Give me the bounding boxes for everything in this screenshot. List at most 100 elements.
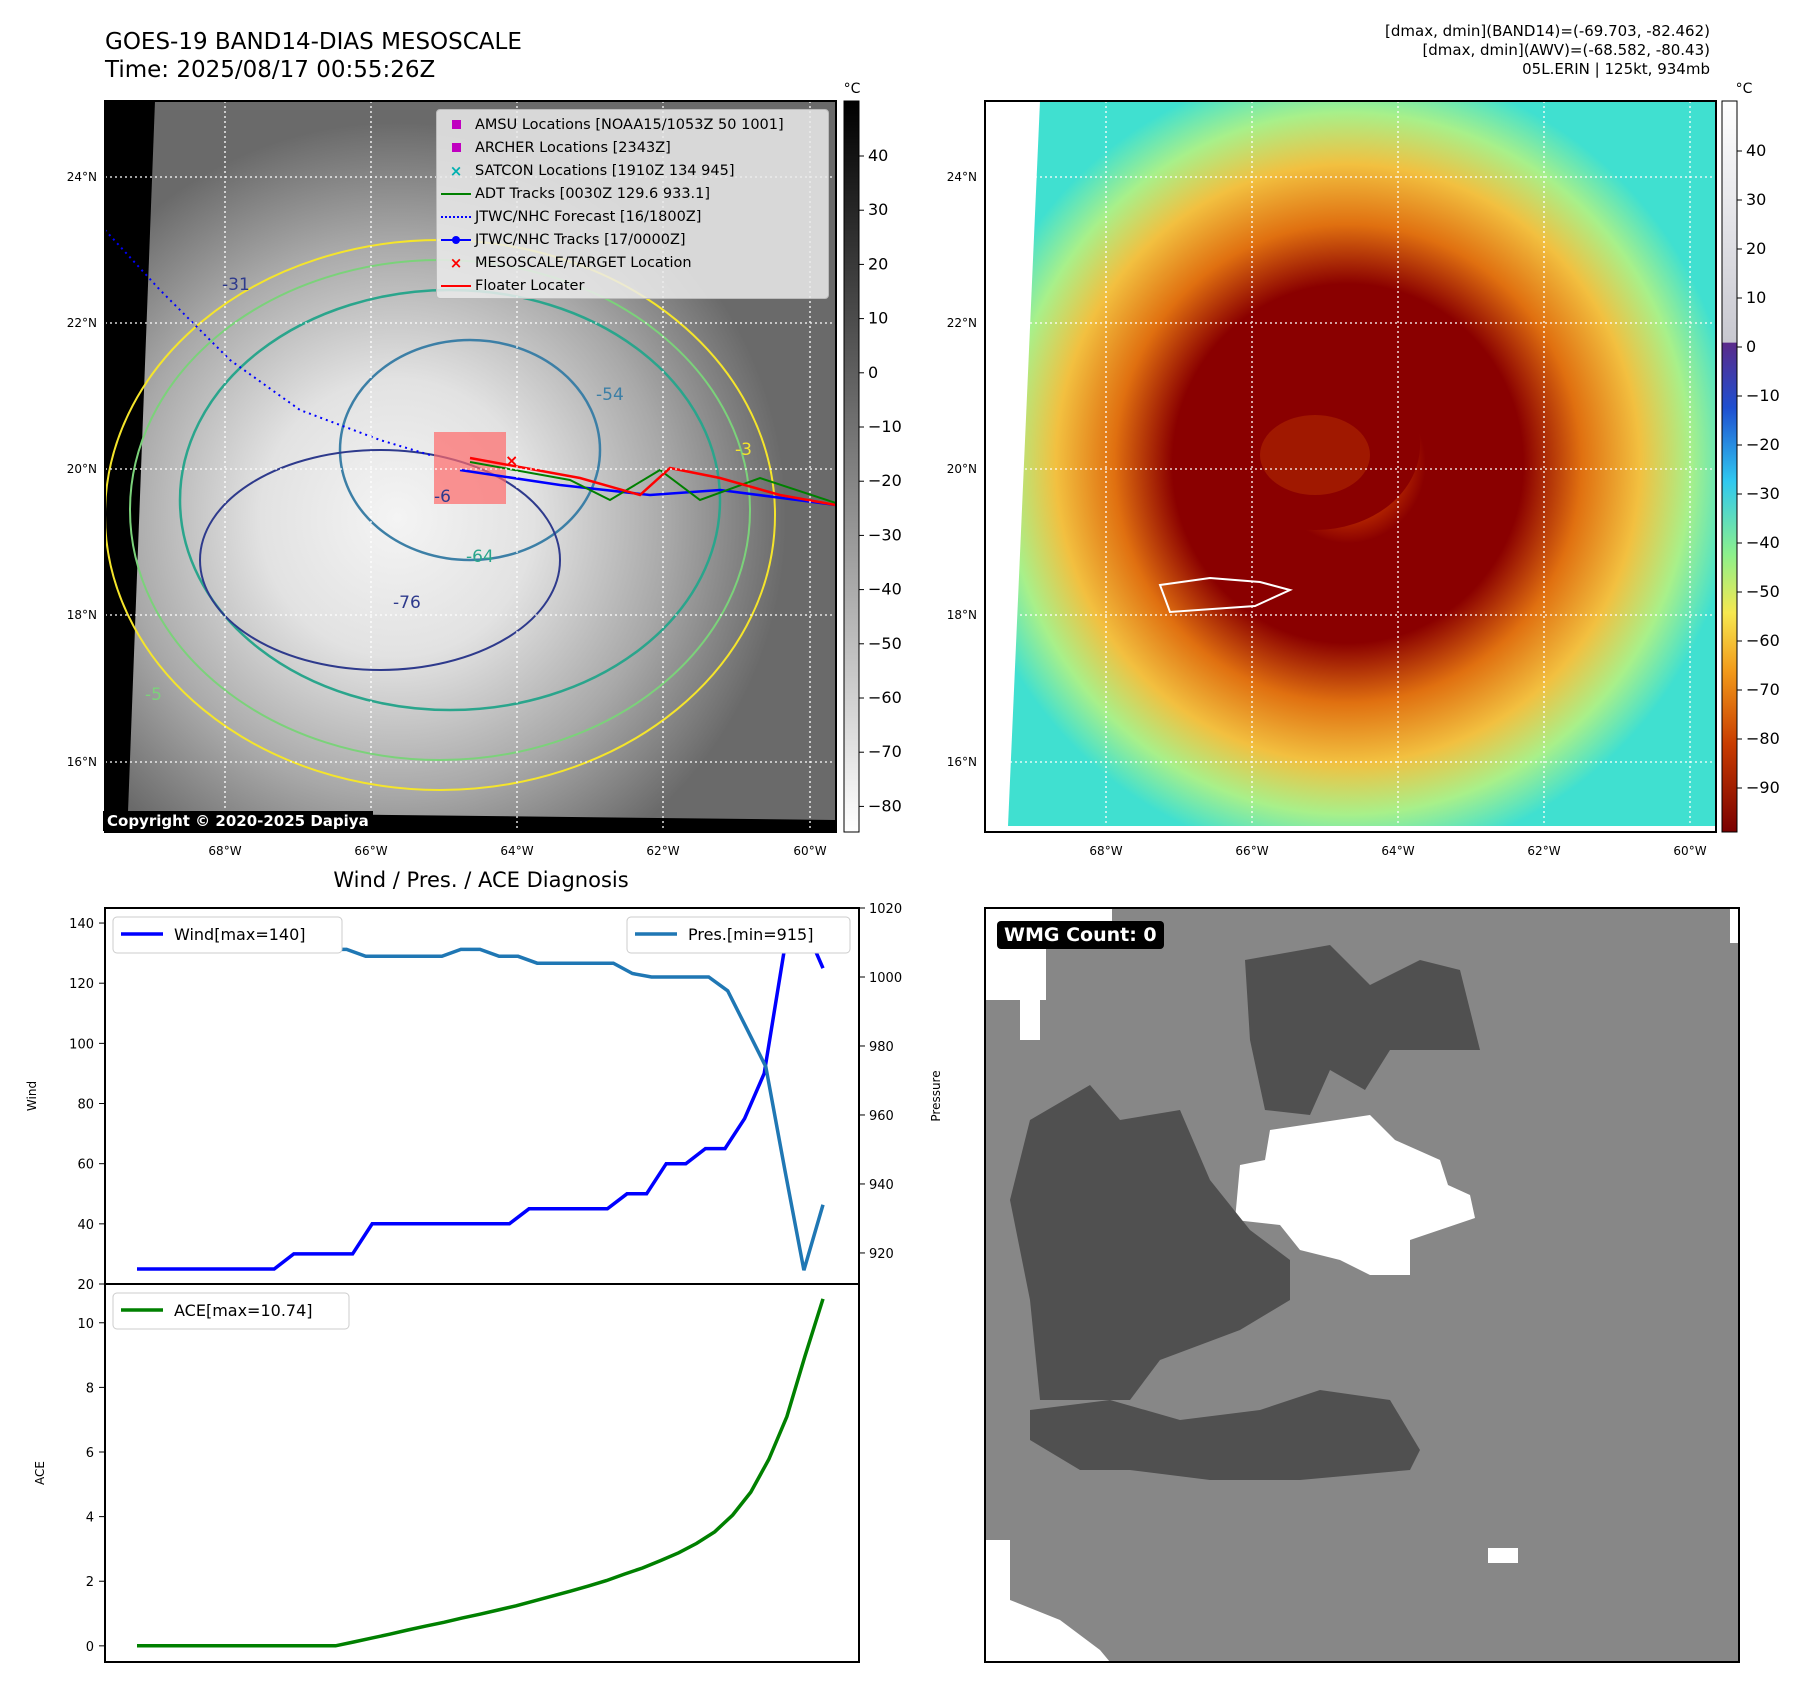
legend-label: AMSU Locations [NOAA15/1053Z 50 1001] [475, 116, 784, 133]
colorbar-tick-label: −30 [1746, 484, 1780, 503]
axis-tick-label: 980 [869, 1040, 894, 1055]
axis-tick-label: 100 [69, 1037, 94, 1052]
colorbar-tick-label: 0 [868, 363, 878, 382]
floater-track [469, 456, 836, 507]
axis-tick-label: 140 [69, 917, 94, 932]
right-colorbar-unit: °C [1736, 81, 1753, 97]
title-line-2: Time: 2025/08/17 00:55:26Z [105, 57, 436, 83]
legend-item-satcon: × SATCON Locations [1910Z 134 945] [437, 159, 828, 182]
axis-tick-label: 8 [86, 1381, 94, 1396]
colorbar-tick-label: −10 [1746, 386, 1780, 405]
colorbar-tick-label: −70 [868, 742, 902, 761]
puerto-rico-outline [1158, 576, 1293, 614]
right-lon-labels: 68°W 66°W 64°W 62°W 60°W [1089, 844, 1706, 858]
colorbar-tick-label: −10 [868, 417, 902, 436]
lat-label: 16°N [947, 755, 977, 769]
lon-label: 62°W [1527, 844, 1560, 858]
right-colorbar-ticks: 40 30 20 10 0 −10 −20 −30 −40 −50 −60 −70 −80 −90 [1737, 141, 1780, 797]
lat-label: 20°N [67, 462, 97, 476]
axis-tick-label: 10 [77, 1317, 94, 1332]
legend-label: JTWC/NHC Forecast [16/1800Z] [475, 208, 702, 225]
wmg-panel-frame [984, 907, 1740, 1663]
axis-tick-label: 940 [869, 1178, 894, 1193]
colorbar-tick-label: 10 [1746, 288, 1766, 307]
contour-label: -5 [145, 685, 162, 705]
pressure-legend-label: Pres.[min=915] [688, 925, 813, 944]
lon-label: 68°W [208, 844, 241, 858]
wind-pressure-panel [104, 907, 860, 1285]
lon-label: 66°W [1235, 844, 1268, 858]
lat-label: 18°N [67, 608, 97, 622]
lat-label: 16°N [67, 755, 97, 769]
colorbar-tick-label: −90 [1746, 778, 1780, 797]
legend-label: MESOSCALE/TARGET Location [475, 254, 692, 271]
ace-legend-label: ACE[max=10.74] [174, 1301, 313, 1320]
lon-label: 62°W [646, 844, 679, 858]
colorbar-tick-label: 20 [1746, 239, 1766, 258]
axis-tick-label: 20 [77, 1278, 94, 1293]
wmg-eye-region [1235, 1115, 1475, 1275]
axis-tick-label: 40 [77, 1218, 94, 1233]
lon-label: 64°W [500, 844, 533, 858]
contour-label: -54 [596, 385, 624, 405]
ace-panel [104, 1283, 860, 1663]
dotted-line-icon [437, 215, 475, 218]
x-marker-icon: × [449, 253, 463, 272]
legend-item-forecast: JTWC/NHC Forecast [16/1800Z] [437, 205, 828, 228]
ace-series-line [137, 1298, 825, 1648]
colorbar-tick-label: −40 [1746, 533, 1780, 552]
contour-labels: -31 -54 -64 -76 -6 -5 -3 [145, 275, 752, 705]
ace-axis-label: ACE [33, 1461, 47, 1485]
lat-label: 20°N [947, 462, 977, 476]
right-lat-labels: 24°N 22°N 20°N 18°N 16°N [947, 170, 977, 769]
lon-label: 66°W [354, 844, 387, 858]
colorbar-tick-label: −70 [1746, 680, 1780, 699]
wind-series-line [137, 919, 825, 1271]
best-track [459, 468, 836, 507]
line-dot-icon [437, 235, 475, 244]
legend-label: Floater Locater [475, 277, 585, 294]
legend-label: JTWC/NHC Tracks [17/0000Z] [475, 231, 686, 248]
contour-label: -76 [393, 593, 421, 613]
legend-label: ADT Tracks [0030Z 129.6 933.1] [475, 185, 711, 202]
legend-item-jtwc: JTWC/NHC Tracks [17/0000Z] [437, 228, 828, 251]
colorbar-tick-label: 0 [1746, 337, 1756, 356]
colored-ir-map-right-frame [984, 100, 1717, 833]
colorbar-tick-label: 20 [868, 254, 888, 273]
awv-range: [dmax, dmin](AWV)=(-68.582, -80.43) [1422, 41, 1710, 59]
colorbar-tick-label: 40 [868, 146, 888, 165]
contour-label: -3 [735, 440, 752, 460]
left-lat-labels: 24°N 22°N 20°N 18°N 16°N [67, 170, 97, 769]
left-colorbar [843, 100, 860, 833]
axis-tick-label: 4 [86, 1511, 94, 1526]
map-legend: AMSU Locations [NOAA15/1053Z 50 1001] AR… [436, 109, 829, 299]
axis-tick-label: 6 [86, 1446, 94, 1461]
colorbar-tick-label: −50 [868, 634, 902, 653]
line-icon [437, 284, 475, 287]
lon-label: 60°W [1673, 844, 1706, 858]
wmg-count-badge: WMG Count: 0 [997, 921, 1164, 949]
lon-label: 68°W [1089, 844, 1122, 858]
legend-item-archer: ARCHER Locations [2343Z] [437, 136, 828, 159]
axis-tick-label: 0 [86, 1640, 94, 1655]
axis-tick-label: 960 [869, 1109, 894, 1124]
diagnosis-title: Wind / Pres. / ACE Diagnosis [333, 868, 628, 892]
colorbar-tick-label: −50 [1746, 582, 1780, 601]
legend-item-target: × MESOSCALE/TARGET Location [437, 251, 828, 274]
ace-axis-ticks: 0 2 4 6 8 10 [77, 1317, 105, 1655]
colorbar-tick-label: −20 [868, 471, 902, 490]
left-colorbar-unit: °C [844, 81, 861, 97]
wind-legend-label: Wind[max=140] [174, 925, 306, 944]
wind-axis-label: Wind [25, 1081, 39, 1111]
pressure-axis-ticks: 920 940 960 980 1000 1020 [859, 902, 902, 1262]
contour-label: -64 [466, 547, 494, 567]
colorbar-tick-label: −80 [1746, 729, 1780, 748]
lat-label: 18°N [947, 608, 977, 622]
adt-track [469, 461, 836, 504]
mesoscale-box [434, 432, 506, 504]
chart-title: GOES-19 BAND14-DIAS MESOSCALE Time: 2025… [105, 28, 522, 84]
band14-range: [dmax, dmin](BAND14)=(-69.703, -82.462) [1385, 22, 1710, 40]
legend-label: ARCHER Locations [2343Z] [475, 139, 671, 156]
colored-ir-map-right [985, 101, 1716, 832]
